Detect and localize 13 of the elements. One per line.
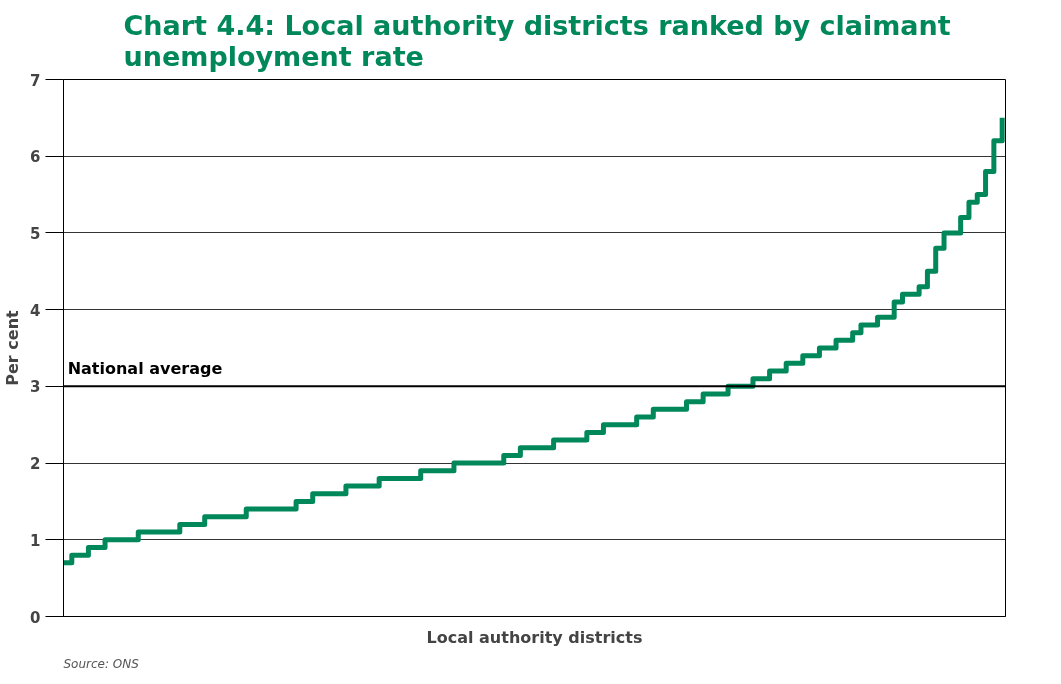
- y-tick-label: 7: [30, 71, 41, 90]
- source-note: Source: ONS: [63, 656, 140, 671]
- y-tick-label: 1: [30, 531, 41, 550]
- ref-line-label: National average: [67, 359, 223, 379]
- y-tick-label: 5: [30, 224, 41, 243]
- chart-title: Chart 4.4: Local authority districts ranked by claimant unemployment rate: [123, 10, 951, 72]
- y-tick-label: 2: [30, 455, 41, 474]
- y-tick-label: 0: [30, 608, 41, 627]
- y-tick-label: 3: [30, 378, 41, 397]
- y-tick-label: 4: [30, 301, 41, 320]
- y-axis-title: Per cent: [3, 309, 23, 386]
- x-axis-title: Local authority districts: [426, 627, 643, 647]
- y-tick-label: 6: [30, 148, 41, 167]
